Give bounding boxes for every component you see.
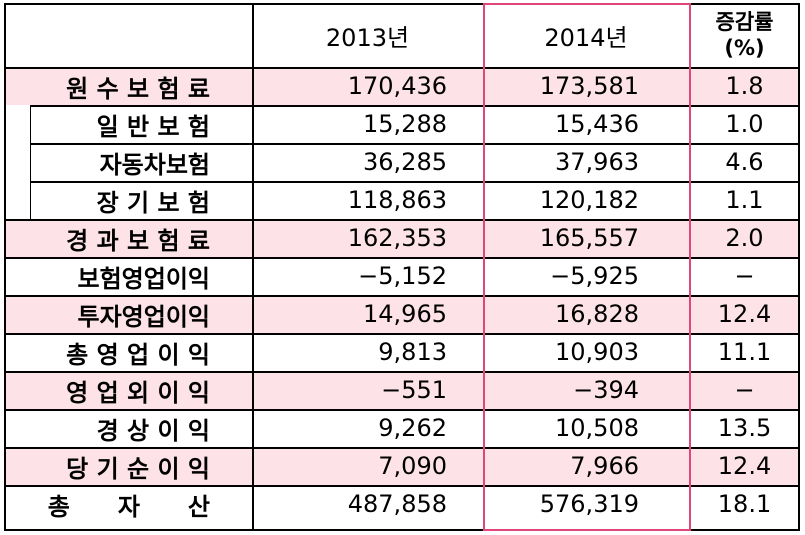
row-label: 투자영업이익 [77, 302, 210, 331]
value-rate: 2.0 [725, 224, 764, 252]
row-divider [4, 485, 800, 487]
financial-table: 2013년 2014년 증감률 (%) 원 수 보 험 료 170,436 173,… [4, 3, 800, 531]
highlight-2014-column [483, 3, 691, 531]
value-2013: −551 [381, 376, 447, 404]
row-divider [4, 295, 800, 297]
value-2013: 36,285 [363, 148, 447, 176]
value-2013: 487,858 [347, 490, 447, 518]
row-label: 경 과 보 험 료 [66, 226, 210, 255]
value-2014: 10,903 [555, 338, 639, 366]
value-rate: − [734, 262, 755, 290]
row-highlight [4, 295, 800, 333]
row-highlight [4, 67, 800, 105]
row-divider [30, 143, 800, 145]
value-2014: 576,319 [539, 490, 639, 518]
value-2013: 9,262 [378, 414, 447, 442]
header-2014: 2014년 [544, 23, 628, 52]
row-divider [4, 447, 800, 449]
value-2014: 10,508 [555, 414, 639, 442]
row-label: 총 자 산 [47, 492, 210, 521]
row-label: 영 업 외 이 익 [66, 378, 210, 407]
value-2014: 120,182 [539, 186, 639, 214]
value-rate: 1.0 [725, 110, 764, 138]
value-2014: 7,966 [570, 452, 639, 480]
value-2014: −5,925 [550, 262, 639, 290]
value-2013: 7,090 [378, 452, 447, 480]
table-border-left [4, 3, 6, 531]
header-rate-line1: 증감률 [715, 10, 774, 34]
value-2013: 162,353 [347, 224, 447, 252]
row-label: 총 영 업 이 익 [66, 340, 210, 369]
row-divider [4, 333, 800, 335]
value-2013: 118,863 [347, 186, 447, 214]
row-divider [30, 105, 800, 107]
header-2013: 2013년 [325, 23, 410, 52]
table-border-bottom [4, 529, 800, 531]
value-2014: 16,828 [555, 300, 639, 328]
row-label: 경 상 이 익 [96, 416, 210, 445]
value-2013: 14,965 [363, 300, 447, 328]
row-label: 자동차보험 [99, 150, 210, 179]
value-2013: −5,152 [358, 262, 447, 290]
value-rate: 18.1 [717, 490, 772, 518]
row-label: 당 기 순 이 익 [66, 454, 210, 483]
row-highlight [4, 447, 800, 485]
row-divider [30, 181, 800, 183]
row-divider [4, 409, 800, 411]
value-rate: 12.4 [717, 300, 772, 328]
value-rate: 4.6 [725, 148, 764, 176]
value-rate: 13.5 [717, 414, 772, 442]
row-divider [4, 371, 800, 373]
value-2014: −394 [573, 376, 639, 404]
value-2014: 37,963 [555, 148, 639, 176]
table-border-top [4, 3, 800, 5]
header-rate: 증감률 (%) [689, 3, 800, 67]
header-divider [4, 67, 800, 69]
table-border-right [798, 3, 800, 531]
value-2013: 15,288 [363, 110, 447, 138]
header-rate-line2: (%) [724, 36, 765, 60]
row-label: 일 반 보 험 [96, 112, 210, 141]
value-2014: 173,581 [539, 72, 639, 100]
value-rate: − [734, 376, 755, 404]
value-rate: 12.4 [717, 452, 772, 480]
value-2013: 9,813 [378, 338, 447, 366]
row-label: 원 수 보 험 료 [66, 74, 210, 103]
value-2013: 170,436 [347, 72, 447, 100]
subitem-indent-line [30, 105, 31, 219]
value-2014: 165,557 [539, 224, 639, 252]
row-highlight [4, 371, 800, 409]
value-rate: 11.1 [717, 338, 772, 366]
row-divider [4, 257, 800, 259]
row-label: 장 기 보 험 [96, 188, 210, 217]
row-divider [4, 219, 800, 221]
col-divider [252, 3, 254, 531]
row-label: 보험영업이익 [77, 264, 210, 293]
value-rate: 1.8 [725, 72, 764, 100]
value-2014: 15,436 [555, 110, 639, 138]
value-rate: 1.1 [725, 186, 764, 214]
row-highlight [4, 219, 800, 257]
